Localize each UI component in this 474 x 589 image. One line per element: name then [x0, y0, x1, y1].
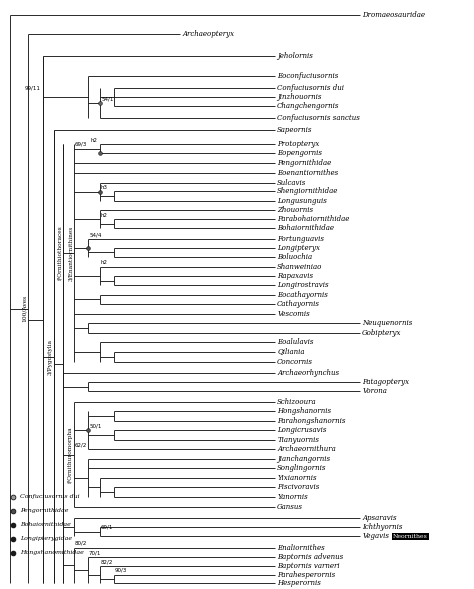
- Text: h2: h2: [91, 138, 98, 143]
- Text: Enaliornithes: Enaliornithes: [277, 544, 325, 551]
- Text: Longusunguis: Longusunguis: [277, 197, 327, 205]
- Text: Archaeorhynchus: Archaeorhynchus: [277, 369, 339, 377]
- Text: h2: h2: [101, 213, 108, 217]
- Text: 90/3: 90/3: [115, 568, 128, 573]
- Text: Boluochia: Boluochia: [277, 253, 312, 261]
- Text: Confuciusornis sanctus: Confuciusornis sanctus: [277, 114, 360, 122]
- Text: Vescomis: Vescomis: [277, 310, 310, 318]
- Text: Eoalulavis: Eoalulavis: [277, 338, 314, 346]
- Text: 54/1: 54/1: [101, 97, 114, 101]
- Text: Archaeopteryx: Archaeopteryx: [182, 30, 235, 38]
- Text: Longicrusavis: Longicrusavis: [277, 426, 327, 434]
- Text: Eopengornis: Eopengornis: [277, 148, 322, 157]
- Text: Parahesperornis: Parahesperornis: [277, 571, 336, 578]
- Text: Parahongshanornis: Parahongshanornis: [277, 417, 346, 425]
- Text: Eoconfuciusornis: Eoconfuciusornis: [277, 72, 338, 80]
- Text: 3/Enantiornithines: 3/Enantiornithines: [68, 226, 73, 280]
- Text: Concornis: Concornis: [277, 358, 313, 366]
- Text: Dromaeosauridae: Dromaeosauridae: [362, 11, 425, 19]
- Text: 50/1: 50/1: [89, 423, 101, 428]
- Text: Jeholornis: Jeholornis: [277, 52, 313, 60]
- Text: Ichthyornis: Ichthyornis: [362, 523, 403, 531]
- Text: f/Ornithuromorpha: f/Ornithuromorpha: [68, 426, 73, 483]
- Text: Longipterygidae: Longipterygidae: [20, 536, 72, 541]
- Text: Baptornis varneri: Baptornis varneri: [277, 562, 340, 570]
- Text: Protopteryx: Protopteryx: [277, 140, 319, 148]
- Text: Neuquenornis: Neuquenornis: [362, 319, 412, 327]
- Text: Jinzhouornis: Jinzhouornis: [277, 93, 322, 101]
- Text: Hesperornis: Hesperornis: [277, 580, 321, 587]
- Text: 62/2: 62/2: [75, 442, 87, 447]
- Text: Hongshanomithidae: Hongshanomithidae: [20, 550, 84, 555]
- Text: Pengornithidae: Pengornithidae: [20, 508, 69, 513]
- Text: 70/1: 70/1: [89, 550, 101, 555]
- Text: Patagopteryx: Patagopteryx: [362, 378, 410, 386]
- Text: f/Ornithiothoraces: f/Ornithiothoraces: [57, 226, 62, 280]
- Text: 99/11: 99/11: [25, 85, 41, 90]
- Text: Piscivoravis: Piscivoravis: [277, 483, 319, 491]
- Text: Vegavis: Vegavis: [362, 532, 389, 541]
- Text: Bohaiornithidae: Bohaiornithidae: [20, 522, 71, 527]
- Text: Fortunguavis: Fortunguavis: [277, 235, 324, 243]
- Text: Gansus: Gansus: [277, 503, 303, 511]
- Text: Neornithes: Neornithes: [393, 534, 428, 539]
- Text: 80/2: 80/2: [75, 541, 87, 546]
- Text: Sapeornis: Sapeornis: [277, 127, 313, 134]
- Text: 3/Pygostylia: 3/Pygostylia: [47, 339, 52, 375]
- Text: Shengiornithidae: Shengiornithidae: [277, 187, 338, 196]
- Text: Vorona: Vorona: [362, 388, 387, 395]
- Text: Rapaxavis: Rapaxavis: [277, 272, 313, 280]
- Text: Confuciusornis dui: Confuciusornis dui: [20, 494, 80, 499]
- Text: Pengornithidae: Pengornithidae: [277, 159, 331, 167]
- Text: h3: h3: [101, 185, 108, 190]
- Text: Yanornis: Yanornis: [277, 492, 308, 501]
- Text: Hongshanornis: Hongshanornis: [277, 408, 331, 415]
- Text: 82/2: 82/2: [101, 559, 113, 564]
- Text: Longirostravis: Longirostravis: [277, 282, 329, 289]
- Text: Apsaravis: Apsaravis: [362, 514, 397, 522]
- Text: Shanweiniao: Shanweiniao: [277, 263, 322, 270]
- Text: Qiliania: Qiliania: [277, 348, 305, 356]
- Text: Eoenantiornithes: Eoenantiornithes: [277, 169, 338, 177]
- Text: Parabohaiornithidae: Parabohaiornithidae: [277, 215, 349, 223]
- Text: Schizooura: Schizooura: [277, 398, 317, 406]
- Text: Longipteryx: Longipteryx: [277, 244, 320, 252]
- Text: Cathayornis: Cathayornis: [277, 300, 320, 308]
- Text: h2: h2: [101, 260, 108, 264]
- Text: Jianchangornis: Jianchangornis: [277, 455, 330, 463]
- Text: Zhouornis: Zhouornis: [277, 206, 313, 214]
- Text: 54/4: 54/4: [89, 232, 101, 237]
- Text: 69/1: 69/1: [101, 525, 113, 530]
- Text: Sulcavis: Sulcavis: [277, 178, 307, 187]
- Text: Bohaiornithidae: Bohaiornithidae: [277, 224, 334, 233]
- Text: 69/3: 69/3: [75, 142, 87, 147]
- Text: Archaeornithura: Archaeornithura: [277, 445, 336, 453]
- Text: Baptornis advenus: Baptornis advenus: [277, 553, 344, 561]
- Text: 100/Aves: 100/Aves: [22, 295, 27, 322]
- Text: Yixianornis: Yixianornis: [277, 474, 317, 482]
- Text: Songlingornis: Songlingornis: [277, 464, 327, 472]
- Text: Eocathayornis: Eocathayornis: [277, 291, 328, 299]
- Text: Confuciusornis dui: Confuciusornis dui: [277, 84, 344, 92]
- Text: Changchengornis: Changchengornis: [277, 102, 340, 110]
- Text: Tianyuornis: Tianyuornis: [277, 436, 319, 444]
- Text: Gobipteryx: Gobipteryx: [362, 329, 402, 337]
